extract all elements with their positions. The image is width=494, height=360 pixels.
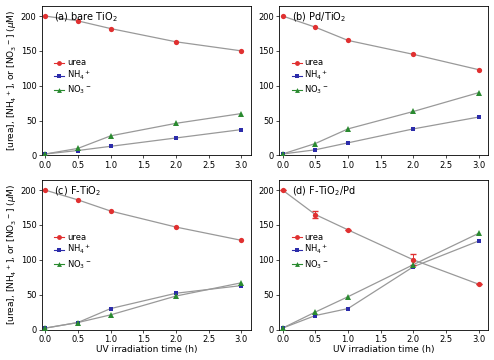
Text: (b) Pd/TiO$_2$: (b) Pd/TiO$_2$: [292, 10, 346, 24]
Text: (c) F-TiO$_2$: (c) F-TiO$_2$: [54, 184, 102, 198]
Legend: urea, NH$_4$$^+$, NO$_3$$^-$: urea, NH$_4$$^+$, NO$_3$$^-$: [54, 58, 91, 96]
Legend: urea, NH$_4$$^+$, NO$_3$$^-$: urea, NH$_4$$^+$, NO$_3$$^-$: [292, 58, 329, 96]
Text: (a) bare TiO$_2$: (a) bare TiO$_2$: [54, 10, 119, 24]
Y-axis label: [urea], [NH$_4$$^+$], or [NO$_3$$^-$] ($\mu$M): [urea], [NH$_4$$^+$], or [NO$_3$$^-$] ($…: [5, 184, 19, 325]
Text: (d) F-TiO$_2$/Pd: (d) F-TiO$_2$/Pd: [292, 184, 356, 198]
X-axis label: UV irradiation time (h): UV irradiation time (h): [96, 346, 197, 355]
X-axis label: UV irradiation time (h): UV irradiation time (h): [333, 346, 435, 355]
Legend: urea, NH$_4$$^+$, NO$_3$$^-$: urea, NH$_4$$^+$, NO$_3$$^-$: [54, 233, 91, 271]
Y-axis label: [urea], [NH$_4$$^+$], or [NO$_3$$^-$] ($\mu$M): [urea], [NH$_4$$^+$], or [NO$_3$$^-$] ($…: [5, 10, 19, 151]
Legend: urea, NH$_4$$^+$, NO$_3$$^-$: urea, NH$_4$$^+$, NO$_3$$^-$: [292, 233, 329, 271]
